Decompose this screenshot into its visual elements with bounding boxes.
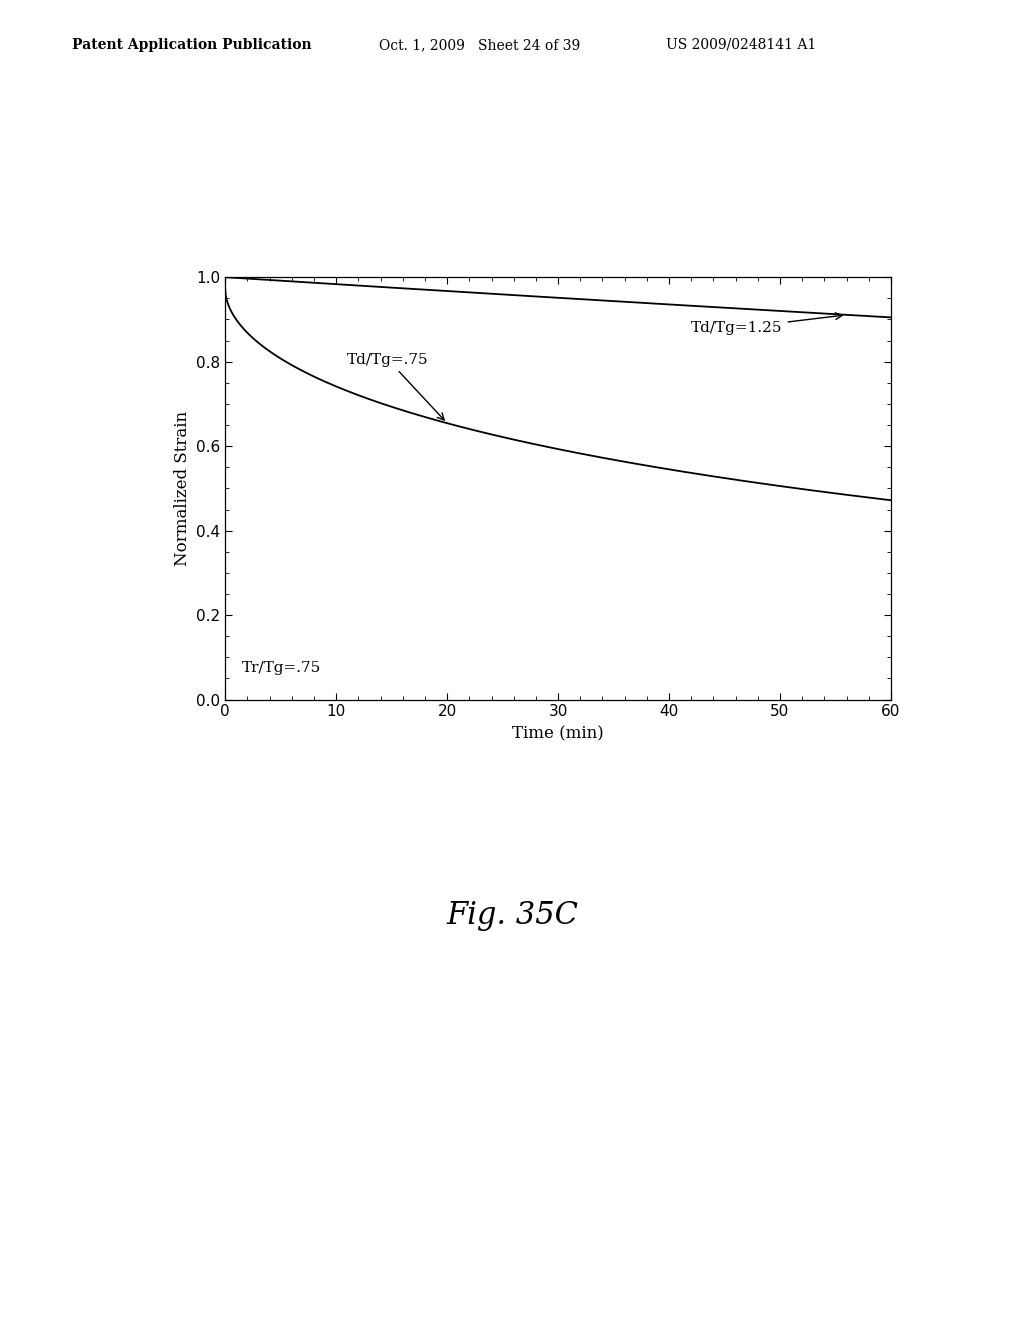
Text: Td/Tg=1.25: Td/Tg=1.25	[691, 313, 842, 335]
Text: Oct. 1, 2009   Sheet 24 of 39: Oct. 1, 2009 Sheet 24 of 39	[379, 38, 581, 51]
Y-axis label: Normalized Strain: Normalized Strain	[174, 411, 190, 566]
Text: US 2009/0248141 A1: US 2009/0248141 A1	[666, 38, 816, 51]
Text: Fig. 35C: Fig. 35C	[446, 900, 578, 931]
X-axis label: Time (min): Time (min)	[512, 725, 604, 742]
Text: Patent Application Publication: Patent Application Publication	[72, 38, 311, 51]
Text: Tr/Tg=.75: Tr/Tg=.75	[242, 661, 322, 675]
Text: Td/Tg=.75: Td/Tg=.75	[347, 352, 444, 420]
